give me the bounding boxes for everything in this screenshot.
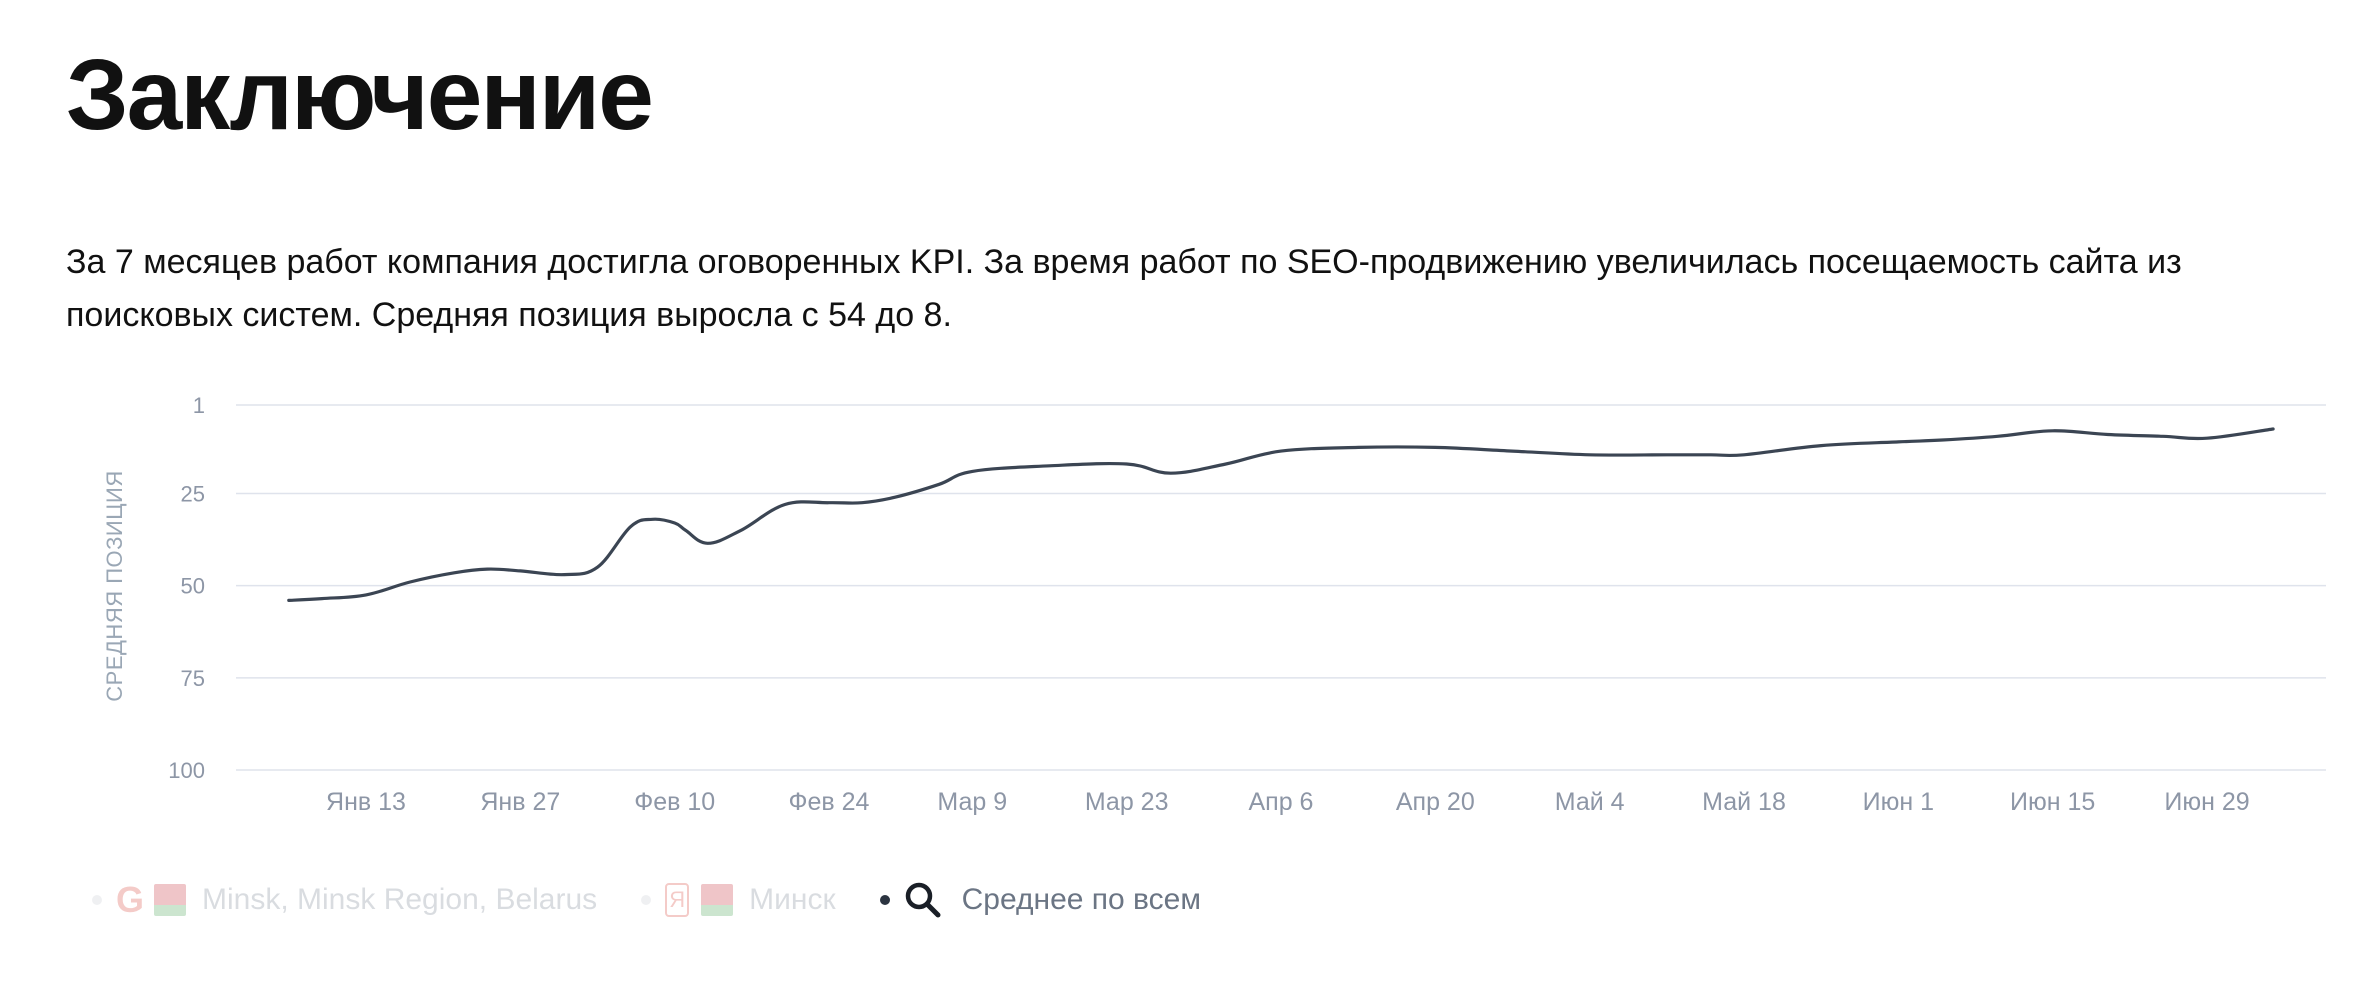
legend-label: Среднее по всем [961,883,1201,916]
x-tick-label: Июн 29 [2164,788,2249,816]
y-tick-label: 1 [193,393,205,418]
chart-legend: G Minsk, Minsk Region, Belarus Я Минск С… [92,878,1245,922]
search-icon [905,882,941,918]
yandex-icon: Я [665,883,690,917]
y-tick-label: 75 [181,666,205,691]
legend-label: Minsk, Minsk Region, Belarus [202,883,598,916]
y-tick-label: 50 [181,574,205,599]
legend-label: Минск [749,883,836,916]
x-tick-label: Янв 27 [480,788,560,816]
x-tick-label: Фев 24 [789,788,870,816]
y-tick-label: 25 [181,481,205,506]
x-tick-label: Мар 9 [937,788,1007,816]
x-tick-label: Июн 1 [1863,788,1934,816]
belarus-flag-icon [701,884,734,916]
legend-item-google-minsk[interactable]: G Minsk, Minsk Region, Belarus [92,882,597,918]
y-axis-label: СРЕДНЯЯ ПОЗИЦИЯ [102,470,127,701]
x-tick-label: Май 18 [1702,788,1786,816]
y-axis-ticks: 1 25 50 75 100 [168,393,205,783]
legend-item-yandex-minsk[interactable]: Я Минск [641,883,836,917]
x-tick-label: Апр 6 [1249,788,1314,816]
belarus-flag-icon [154,884,187,916]
page-title: Заключение [66,39,654,151]
x-tick-label: Янв 13 [326,788,406,816]
legend-dot [879,895,890,905]
position-chart: 1 25 50 75 100 Янв 13 Янв 27 Фев 10 Фев 24 Мар 9… [102,393,2326,816]
chart-grid [236,404,2326,771]
x-tick-label: Мар 23 [1085,788,1169,816]
legend-dot [641,895,652,905]
x-tick-label: Май 4 [1555,788,1625,816]
x-tick-label: Июн 15 [2010,788,2095,816]
y-tick-label: 100 [168,758,205,783]
x-tick-label: Апр 20 [1396,788,1475,816]
legend-item-average[interactable]: Среднее по всем [879,881,1201,919]
google-icon: G [116,879,145,920]
legend-dot [92,895,102,905]
series-line-average [287,427,2275,602]
page-description: За 7 месяцев работ компания достигла ого… [66,243,2182,334]
x-axis-ticks: Янв 13 Янв 27 Фев 10 Фев 24 Мар 9 Мар 23 Апр 6… [326,788,2250,816]
x-tick-label: Фев 10 [634,788,715,816]
